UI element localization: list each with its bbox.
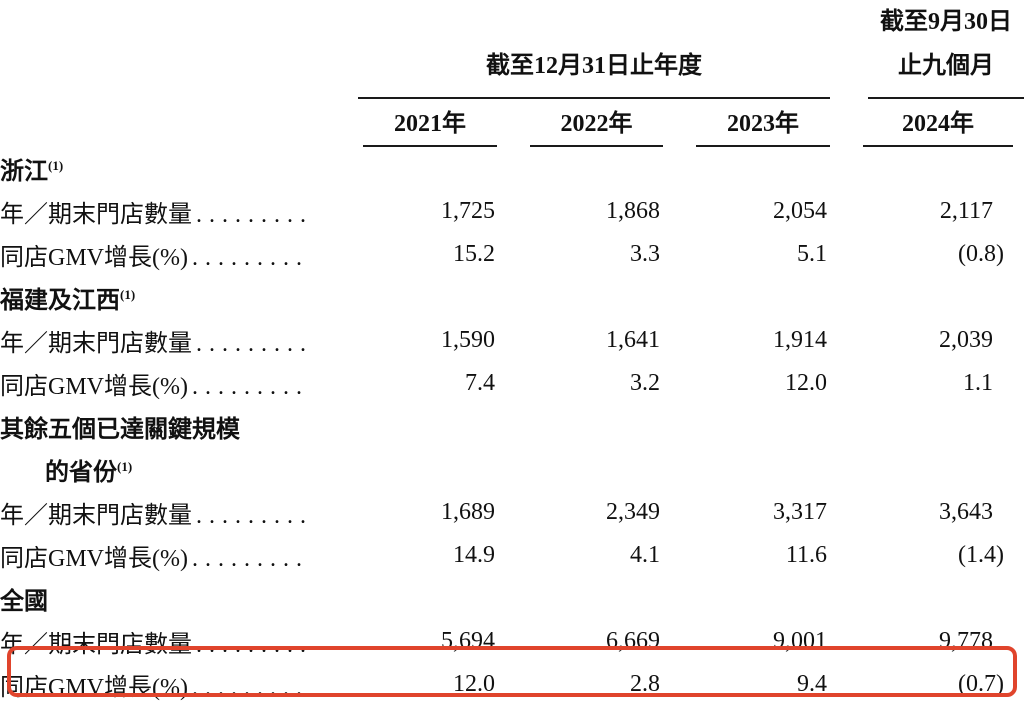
value-cell: 6,669 xyxy=(606,628,660,654)
section-header-nationwide: 全國 xyxy=(0,577,1024,620)
value-cell: 2,054 xyxy=(773,198,827,224)
period-group-header-row: 截至12月31日止年度 截至9月30日 止九個月 xyxy=(0,0,1024,99)
nine-month-period-label: 截至9月30日 止九個月 xyxy=(868,0,1024,99)
header-spacer xyxy=(0,0,358,99)
value-cell: 5,694 xyxy=(441,628,495,654)
value-cell: 12.0 xyxy=(785,370,827,396)
value-cell: 2,349 xyxy=(606,499,660,525)
section-header-other-provinces-line2: 的省份(1) xyxy=(0,448,1024,491)
row-label: 年／期末門店數量......... xyxy=(0,331,313,357)
leader-dots: ......... xyxy=(191,245,309,271)
section-header-other-provinces-line1: 其餘五個已達關鍵規模 xyxy=(0,405,1024,448)
value-cell: 4.1 xyxy=(630,542,660,568)
nine-month-label-line2: 止九個月 xyxy=(898,53,994,79)
row-label: 年／期末門店數量......... xyxy=(0,503,313,529)
section-title: 浙江(1) xyxy=(0,158,64,185)
row-fujian-jiangxi-store-count: 年／期末門店數量......... 1,590 1,641 1,914 2,03… xyxy=(0,319,1024,362)
leader-dots: ......... xyxy=(196,202,313,228)
value-cell: 3.3 xyxy=(630,241,660,267)
section-header-zhejiang: 浙江(1) xyxy=(0,147,1024,190)
year-label: 2024年 xyxy=(863,103,1013,147)
leader-dots: ......... xyxy=(196,632,313,658)
nine-month-period-header: 截至9月30日 止九個月 xyxy=(830,0,1024,99)
value-cell: 7.4 xyxy=(465,370,495,396)
nine-month-label-line1: 截至9月30日 xyxy=(880,9,1012,35)
value-cell: 1.1 xyxy=(963,370,993,396)
row-other-provinces-store-count: 年／期末門店數量......... 1,689 2,349 3,317 3,64… xyxy=(0,491,1024,534)
value-cell: 1,590 xyxy=(441,327,495,353)
footnote-marker: (1) xyxy=(117,459,133,474)
value-cell: 1,725 xyxy=(441,198,495,224)
section-header-fujian-jiangxi: 福建及江西(1) xyxy=(0,276,1024,319)
value-cell: 3.2 xyxy=(630,370,660,396)
value-cell: 12.0 xyxy=(453,671,495,697)
row-label: 同店GMV增長(%)......... xyxy=(0,374,309,400)
value-cell: 9,778 xyxy=(939,628,993,654)
column-header-2024: 2024年 xyxy=(830,99,1024,147)
row-fujian-jiangxi-gmv-growth: 同店GMV增長(%)......... 7.4 3.2 12.0 1.1 xyxy=(0,362,1024,405)
footnote-marker: (1) xyxy=(48,158,64,173)
value-cell: 3,317 xyxy=(773,499,827,525)
column-header-2021: 2021年 xyxy=(358,99,497,147)
header-spacer xyxy=(0,99,358,147)
row-label: 同店GMV增長(%)......... xyxy=(0,675,309,701)
value-cell: 3,643 xyxy=(939,499,993,525)
year-label: 2021年 xyxy=(363,103,497,147)
value-cell: 2,117 xyxy=(939,198,993,224)
leader-dots: ......... xyxy=(191,374,309,400)
leader-dots: ......... xyxy=(191,675,309,701)
row-label: 同店GMV增長(%)......... xyxy=(0,245,309,271)
value-cell: 11.6 xyxy=(785,542,827,568)
value-cell: 1,914 xyxy=(773,327,827,353)
leader-dots: ......... xyxy=(196,503,313,529)
leader-dots: ......... xyxy=(196,331,313,357)
row-zhejiang-gmv-growth: 同店GMV增長(%)......... 15.2 3.3 5.1 (0.8) xyxy=(0,233,1024,276)
section-title: 的省份(1) xyxy=(45,459,133,486)
footnote-marker: (1) xyxy=(120,287,136,302)
annual-period-label: 截至12月31日止年度 xyxy=(358,44,830,99)
row-zhejiang-store-count: 年／期末門店數量......... 1,725 1,868 2,054 2,11… xyxy=(0,190,1024,233)
column-header-2023: 2023年 xyxy=(663,99,830,147)
leader-dots: ......... xyxy=(191,546,309,572)
year-label: 2023年 xyxy=(696,103,830,147)
row-label: 年／期末門店數量......... xyxy=(0,632,313,658)
value-cell: 2,039 xyxy=(939,327,993,353)
row-nationwide-store-count: 年／期末門店數量......... 5,694 6,669 9,001 9,77… xyxy=(0,620,1024,663)
column-header-2022: 2022年 xyxy=(497,99,663,147)
value-cell: 9.4 xyxy=(797,671,827,697)
value-cell: 14.9 xyxy=(453,542,495,568)
row-other-provinces-gmv-growth: 同店GMV增長(%)......... 14.9 4.1 11.6 (1.4) xyxy=(0,534,1024,577)
year-header-row: 2021年 2022年 2023年 2024年 xyxy=(0,99,1024,147)
value-cell: 1,689 xyxy=(441,499,495,525)
annual-period-header: 截至12月31日止年度 xyxy=(358,0,830,99)
value-cell: (1.4) xyxy=(958,542,1004,568)
value-cell: 5.1 xyxy=(797,241,827,267)
row-label: 年／期末門店數量......... xyxy=(0,202,313,228)
value-cell: (0.7) xyxy=(958,671,1004,697)
value-cell: 15.2 xyxy=(453,241,495,267)
row-label: 同店GMV增長(%)......... xyxy=(0,546,309,572)
year-label: 2022年 xyxy=(530,103,663,147)
section-title: 福建及江西(1) xyxy=(0,287,136,314)
section-title: 全國 xyxy=(0,589,48,615)
section-title: 其餘五個已達關鍵規模 xyxy=(0,417,240,443)
value-cell: 1,868 xyxy=(606,198,660,224)
row-nationwide-gmv-growth-highlighted: 同店GMV增長(%)......... 12.0 2.8 9.4 (0.7) xyxy=(0,663,1024,701)
value-cell: 9,001 xyxy=(773,628,827,654)
value-cell: (0.8) xyxy=(958,241,1004,267)
value-cell: 2.8 xyxy=(630,671,660,697)
value-cell: 1,641 xyxy=(606,327,660,353)
